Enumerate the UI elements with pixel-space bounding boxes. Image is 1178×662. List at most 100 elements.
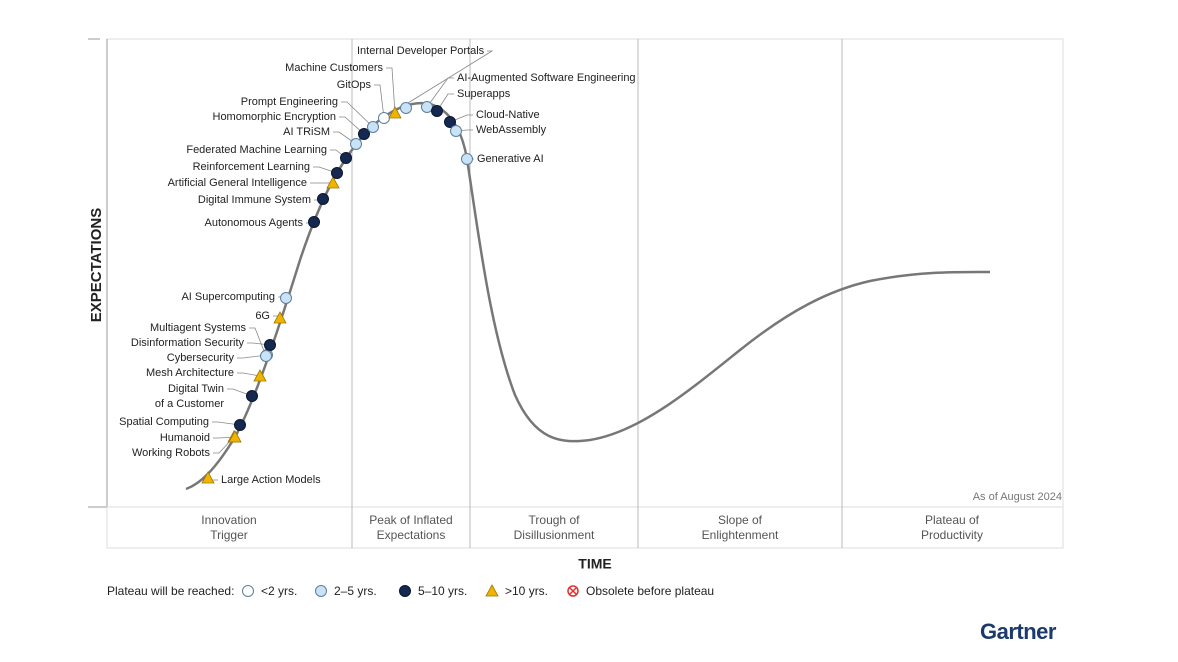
- node-marker: [326, 176, 340, 189]
- node-label: Digital Immune System: [198, 194, 311, 206]
- leader: [436, 93, 454, 112]
- node-label: Autonomous Agents: [205, 217, 304, 229]
- legend-item: 5–10 yrs.: [418, 584, 467, 598]
- legend-marker: [242, 585, 254, 597]
- node-marker: [388, 106, 402, 119]
- legend-marker: [485, 584, 499, 597]
- leader: [386, 67, 396, 114]
- items: Large Action Models Working Robots Humanoi…: [119, 45, 983, 598]
- node-label: Cybersecurity: [167, 352, 235, 364]
- leader: [313, 166, 338, 174]
- phase-label: Peak of Inflated: [369, 513, 452, 527]
- node-marker: [461, 153, 473, 165]
- legend-marker-ring: [567, 585, 579, 597]
- node-marker: [317, 193, 329, 205]
- legend-item: <2 yrs.: [261, 584, 297, 598]
- node-label: Digital Twin: [168, 383, 224, 395]
- y-axis-label: EXPECTATIONS: [88, 208, 105, 322]
- node-label: Generative AI: [477, 153, 544, 165]
- node-marker: [367, 121, 379, 133]
- phase-label: Trigger: [210, 528, 248, 542]
- leader: [341, 101, 374, 128]
- brand-logo: Gartner: [980, 619, 1057, 644]
- node-label: Superapps: [457, 88, 511, 100]
- leader: [249, 327, 267, 357]
- node-marker: [280, 292, 292, 304]
- node-marker: [234, 419, 246, 431]
- node-marker: [228, 430, 242, 443]
- node-label: Machine Customers: [285, 62, 383, 74]
- phase-row: [106, 506, 1064, 549]
- node-label: Cloud-Native: [476, 109, 540, 121]
- leader: [374, 84, 385, 119]
- phase-label: Expectations: [377, 528, 446, 542]
- leader: [333, 131, 357, 145]
- node-label: Working Robots: [132, 447, 211, 459]
- node-marker: [246, 390, 258, 402]
- x-axis-label: TIME: [578, 556, 611, 572]
- legend-marker-x: [569, 587, 577, 595]
- leader: [449, 114, 473, 123]
- node-marker: [308, 216, 320, 228]
- leader: [213, 436, 236, 439]
- node-marker: [421, 101, 433, 113]
- node-label: AI TRiSM: [283, 126, 330, 138]
- legend-item: >10 yrs.: [505, 584, 548, 598]
- node-label: Homomorphic Encryption: [213, 111, 337, 123]
- node-marker: [331, 167, 343, 179]
- node-label: WebAssembly: [476, 124, 547, 136]
- phase-label: Enlightenment: [702, 528, 779, 542]
- node-label: Spatial Computing: [119, 416, 209, 428]
- node-marker: [340, 152, 352, 164]
- phase-label: Innovation: [201, 513, 256, 527]
- legend-marker: [315, 585, 327, 597]
- node-label: Multiagent Systems: [150, 322, 246, 334]
- legend-label: Plateau will be reached:: [107, 584, 234, 598]
- phase-dividers: [351, 39, 843, 548]
- node-marker: [273, 311, 287, 324]
- phase-label: Plateau of: [925, 513, 980, 527]
- phase-label: Disillusionment: [514, 528, 595, 542]
- node-label: AI-Augmented Software Engineering: [457, 72, 636, 84]
- as-of: As of August 2024: [973, 491, 1062, 503]
- leader: [227, 388, 253, 397]
- node-label: of a Customer: [155, 398, 224, 410]
- node-marker: [264, 339, 276, 351]
- node-label: Mesh Architecture: [146, 367, 234, 379]
- node-label: Prompt Engineering: [241, 96, 338, 108]
- leader: [212, 421, 241, 426]
- phase-label: Trough of: [529, 513, 581, 527]
- node-marker: [201, 471, 215, 484]
- leader: [237, 372, 261, 377]
- leader: [407, 50, 494, 104]
- legend-item: Obsolete before plateau: [586, 584, 714, 598]
- legend-item: 2–5 yrs.: [334, 584, 377, 598]
- node-label: Internal Developer Portals: [357, 45, 485, 57]
- node-marker: [431, 105, 443, 117]
- node-label: AI Supercomputing: [181, 291, 275, 303]
- node-label: Artificial General Intelligence: [168, 177, 307, 189]
- node-label: Large Action Models: [221, 474, 321, 486]
- leader: [237, 354, 268, 359]
- node-label: Humanoid: [160, 432, 210, 444]
- phase-label: Slope of: [718, 513, 763, 527]
- node-label: Federated Machine Learning: [186, 144, 327, 156]
- leader: [426, 77, 454, 108]
- node-label: 6G: [255, 310, 270, 322]
- node-label: GitOps: [337, 79, 372, 91]
- node-marker: [260, 350, 272, 362]
- phase-label: Productivity: [921, 528, 983, 542]
- legend-marker: [399, 585, 411, 597]
- node-marker: [378, 112, 390, 124]
- node-label: Reinforcement Learning: [193, 161, 310, 173]
- leader: [339, 116, 365, 135]
- node-marker: [253, 369, 267, 382]
- node-marker: [444, 116, 456, 128]
- node-marker: [358, 128, 370, 140]
- node-marker: [450, 125, 462, 137]
- node-marker: [350, 138, 362, 150]
- node-marker: [400, 102, 412, 114]
- node-label: Disinformation Security: [131, 337, 245, 349]
- legend-marker: [567, 585, 579, 597]
